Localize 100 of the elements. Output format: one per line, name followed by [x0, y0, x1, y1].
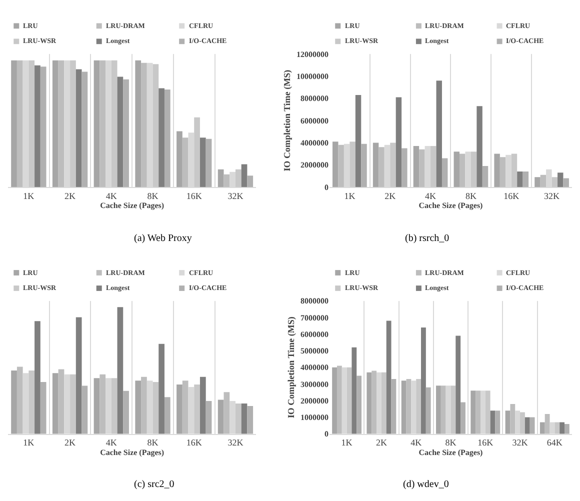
bar	[560, 422, 564, 434]
x-tick-label: 32K	[228, 190, 244, 201]
x-tick-label: 8K	[147, 438, 159, 448]
bar	[52, 60, 58, 188]
bar	[16, 60, 23, 188]
y-tick-label: 5000000	[300, 346, 328, 356]
bar	[247, 176, 254, 188]
bar	[34, 321, 40, 434]
x-tick-label: 16K	[504, 190, 520, 201]
bar	[70, 374, 76, 434]
bar	[94, 378, 100, 434]
bar	[176, 384, 182, 434]
bar	[436, 80, 442, 188]
bar	[430, 146, 436, 188]
bar	[141, 376, 147, 434]
text: (a) Web Proxy	[134, 233, 192, 244]
bar	[454, 152, 460, 188]
bar	[346, 367, 352, 434]
bar	[111, 378, 118, 434]
bar	[241, 404, 248, 434]
bar	[495, 410, 500, 434]
bar	[70, 60, 76, 188]
bar	[82, 386, 88, 434]
y-tick-label: 1000000	[300, 413, 328, 422]
bar	[332, 367, 337, 434]
x-tick-label: 16K	[186, 438, 202, 448]
x-tick-label: 2K	[384, 190, 396, 201]
bar	[381, 372, 386, 434]
bar	[476, 390, 480, 434]
y-tick-label: 7000000	[300, 313, 328, 322]
bar	[16, 366, 23, 434]
y-axis-title: IO Completion Time (MS)	[282, 70, 292, 172]
x-tick-label: 16K	[186, 190, 202, 201]
x-axis-title: Cache Size (Pages)	[418, 448, 484, 457]
x-tick-label: 16K	[478, 438, 494, 448]
bar	[436, 386, 441, 434]
bar	[117, 307, 124, 434]
bar	[470, 390, 476, 434]
x-tick-label: 2K	[376, 438, 388, 448]
bar	[544, 414, 550, 434]
x-axis-title: Cache Size (Pages)	[100, 448, 164, 457]
bar	[123, 79, 129, 188]
bar	[218, 400, 224, 434]
bar	[100, 60, 106, 188]
bar	[194, 384, 200, 434]
y-tick-label: 2000000	[300, 396, 328, 406]
bar	[11, 60, 17, 188]
bar	[241, 164, 248, 188]
bar	[111, 60, 118, 188]
bar	[58, 60, 64, 188]
bar	[460, 402, 466, 434]
bar	[82, 72, 88, 188]
x-tick-label: 4K	[425, 190, 437, 201]
bar	[517, 172, 523, 188]
bar	[530, 417, 535, 434]
bar	[158, 88, 164, 188]
bar	[100, 374, 106, 434]
bar	[135, 60, 142, 188]
bar	[152, 64, 159, 188]
bar	[336, 366, 342, 434]
x-tick-label: 32K	[228, 438, 244, 448]
bar	[386, 320, 392, 434]
bar	[224, 392, 230, 434]
x-tick-label: 32K	[544, 190, 560, 201]
x-tick-label: 8K	[147, 190, 159, 201]
y-tick-label: 6000000	[300, 330, 328, 339]
bar	[235, 404, 242, 434]
y-tick-label: 2000000	[300, 160, 328, 170]
bar	[158, 344, 164, 434]
x-tick-label: 1K	[23, 438, 35, 448]
x-tick-label: 4K	[106, 438, 118, 448]
y-tick-label: 0	[324, 182, 328, 192]
bar	[34, 65, 40, 188]
bar	[58, 369, 64, 434]
bar	[200, 376, 206, 434]
bar	[338, 144, 344, 188]
y-tick-label: 12000000	[296, 50, 328, 59]
bar	[141, 62, 147, 188]
y-axis-title: IO Completion Time (MS)	[286, 316, 296, 418]
bar	[554, 422, 560, 434]
y-tick-label: 0	[324, 430, 328, 439]
bar	[540, 422, 545, 434]
x-tick-label: 1K	[23, 190, 35, 201]
x-tick-label: 2K	[64, 438, 76, 448]
x-tick-label: 1K	[344, 190, 356, 201]
bar	[218, 169, 224, 188]
bar	[540, 174, 546, 188]
bar	[52, 373, 58, 434]
x-tick-label: 2K	[64, 190, 76, 201]
bar	[164, 89, 170, 188]
y-tick-label: 6000000	[300, 116, 328, 126]
bar	[413, 146, 420, 188]
bar	[494, 154, 500, 188]
bar	[355, 95, 362, 188]
bar	[40, 382, 46, 434]
y-tick-label: 4000000	[300, 138, 328, 148]
bar	[76, 317, 82, 434]
x-tick-label: 64K	[546, 438, 563, 448]
y-tick-label: 8000000	[300, 296, 328, 306]
y-tick-label: 4000000	[300, 363, 328, 372]
